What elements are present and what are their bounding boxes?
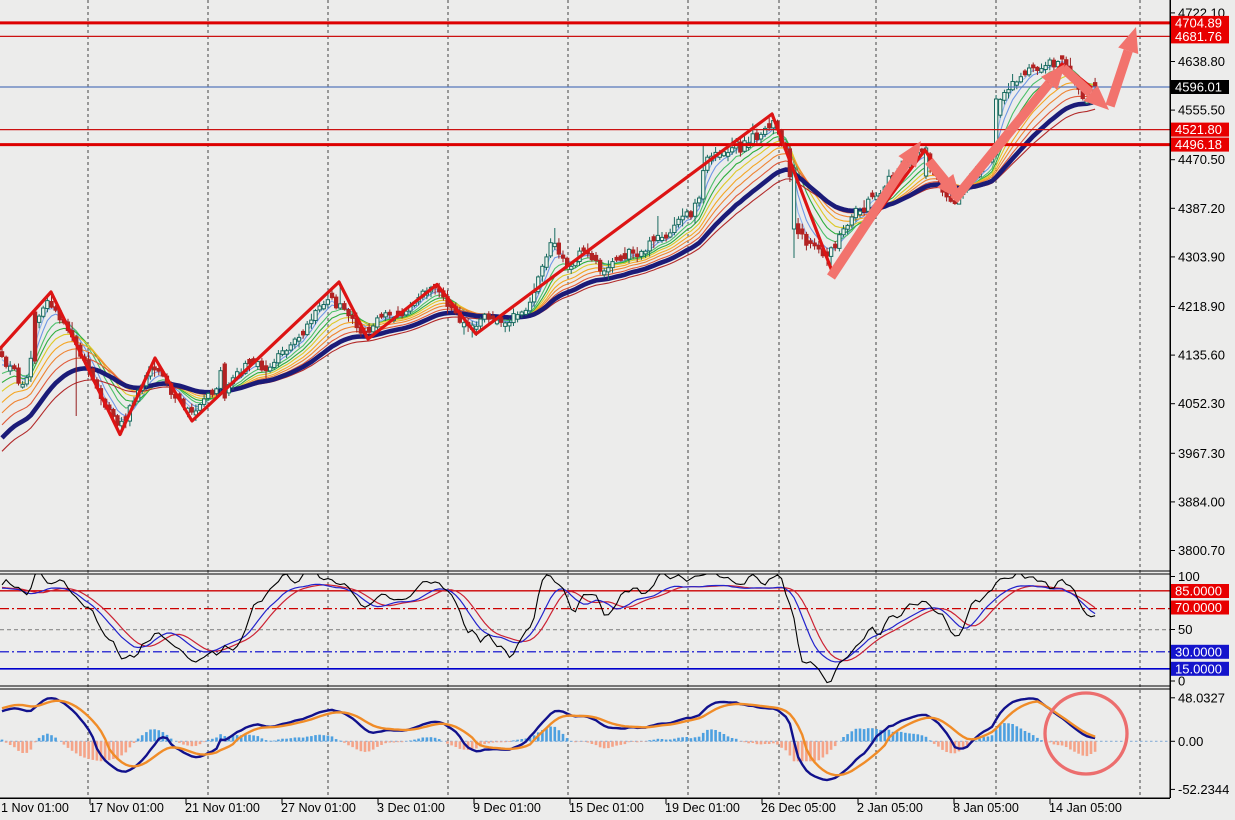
svg-text:27 Nov 01:00: 27 Nov 01:00 (281, 801, 356, 815)
svg-text:30.0000: 30.0000 (1175, 644, 1222, 659)
svg-text:4521.80: 4521.80 (1175, 122, 1222, 137)
svg-text:4681.76: 4681.76 (1175, 29, 1222, 44)
svg-text:4052.30: 4052.30 (1178, 396, 1225, 411)
svg-text:9 Dec 01:00: 9 Dec 01:00 (473, 801, 541, 815)
svg-text:0.00: 0.00 (1178, 734, 1203, 749)
svg-text:3 Dec 01:00: 3 Dec 01:00 (377, 801, 445, 815)
svg-text:2 Jan 05:00: 2 Jan 05:00 (857, 801, 923, 815)
svg-text:26 Dec 05:00: 26 Dec 05:00 (761, 801, 836, 815)
svg-text:17 Nov 01:00: 17 Nov 01:00 (89, 801, 164, 815)
svg-text:0: 0 (1178, 674, 1185, 689)
svg-text:21 Nov 01:00: 21 Nov 01:00 (185, 801, 260, 815)
svg-text:85.0000: 85.0000 (1175, 584, 1222, 599)
svg-text:48.0327: 48.0327 (1178, 690, 1225, 705)
svg-text:4135.60: 4135.60 (1178, 348, 1225, 363)
svg-text:15.0000: 15.0000 (1175, 661, 1222, 676)
svg-text:8 Jan 05:00: 8 Jan 05:00 (953, 801, 1019, 815)
svg-text:4387.20: 4387.20 (1178, 201, 1225, 216)
svg-text:4470.50: 4470.50 (1178, 152, 1225, 167)
svg-text:100: 100 (1178, 569, 1200, 584)
svg-text:4596.01: 4596.01 (1175, 80, 1222, 95)
svg-text:14 Jan 05:00: 14 Jan 05:00 (1049, 801, 1122, 815)
svg-text:4704.89: 4704.89 (1175, 15, 1222, 30)
svg-text:4496.18: 4496.18 (1175, 137, 1222, 152)
svg-text:3884.00: 3884.00 (1178, 494, 1225, 509)
svg-text:4638.80: 4638.80 (1178, 54, 1225, 69)
svg-text:4218.90: 4218.90 (1178, 299, 1225, 314)
svg-text:70.0000: 70.0000 (1175, 600, 1222, 615)
svg-text:4303.90: 4303.90 (1178, 249, 1225, 264)
svg-text:15 Dec 01:00: 15 Dec 01:00 (569, 801, 644, 815)
svg-text:1 Nov 01:00: 1 Nov 01:00 (1, 801, 69, 815)
svg-text:19 Dec 01:00: 19 Dec 01:00 (665, 801, 740, 815)
svg-text:3967.30: 3967.30 (1178, 446, 1225, 461)
svg-text:50: 50 (1178, 622, 1192, 637)
svg-text:-52.2344: -52.2344 (1178, 782, 1229, 797)
svg-text:4555.50: 4555.50 (1178, 103, 1225, 118)
svg-text:3800.70: 3800.70 (1178, 543, 1225, 558)
